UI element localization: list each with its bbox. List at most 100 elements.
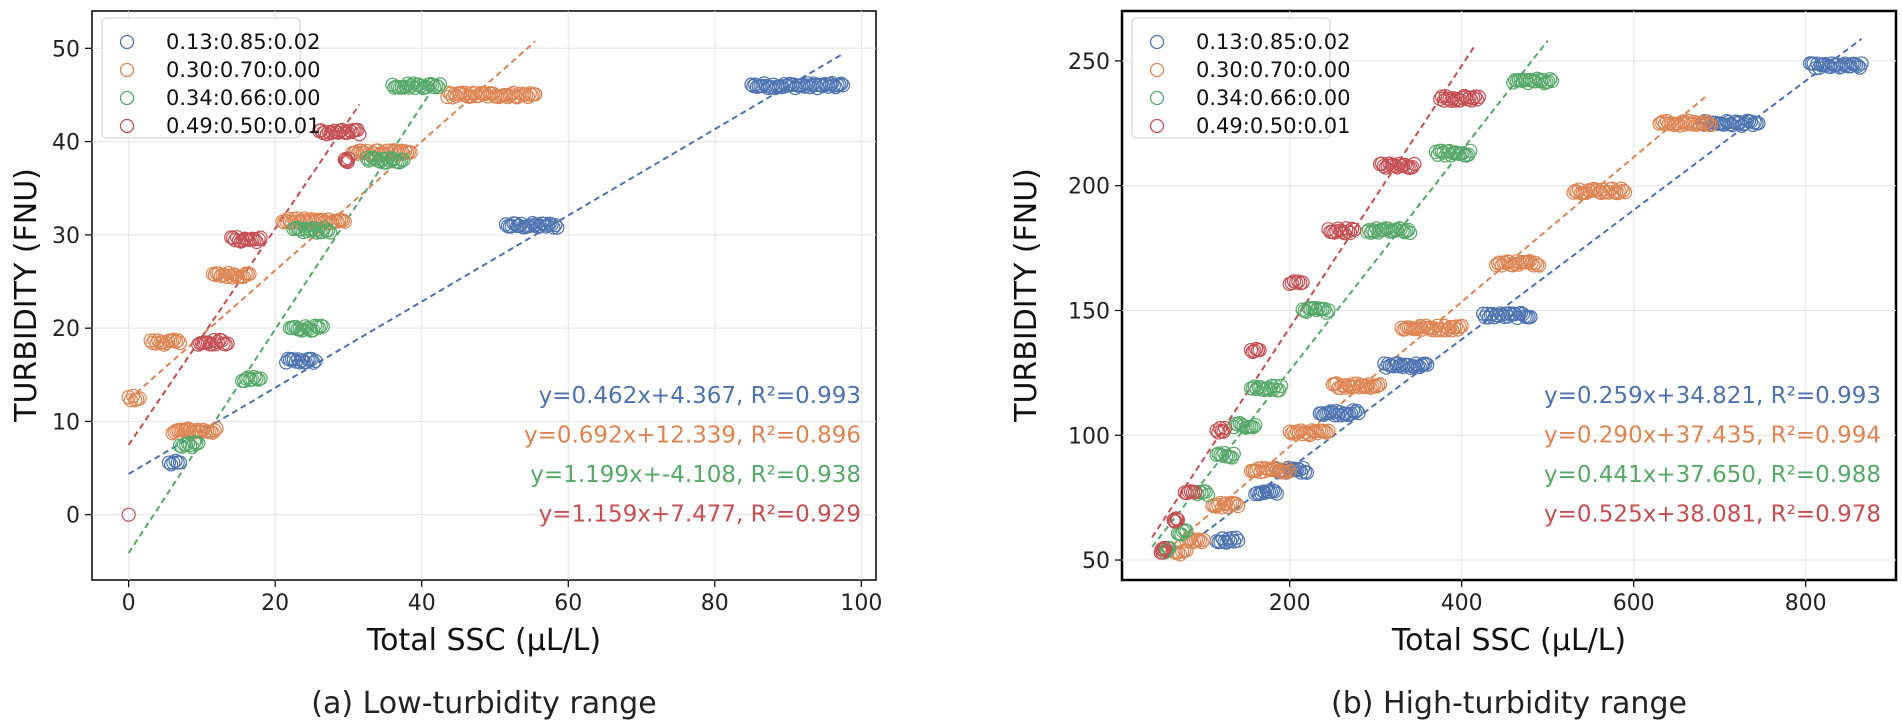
- panel-b-y-tick-label: 100: [1068, 424, 1110, 449]
- data-point: [1252, 487, 1267, 502]
- panel-a-x-tick-label: 40: [408, 591, 436, 616]
- data-point: [1463, 143, 1478, 158]
- data-point: [341, 151, 356, 166]
- panel-a-series-2-cluster-3: [165, 421, 224, 441]
- panel-b-series-3-cluster-4: [1209, 445, 1241, 465]
- data-point: [396, 80, 411, 95]
- data-point: [1248, 418, 1263, 433]
- data-point: [1367, 378, 1382, 393]
- panel-a-legend: [101, 17, 301, 139]
- data-point: [1468, 89, 1483, 104]
- data-point: [1850, 58, 1866, 73]
- panel-b-series-3-cluster-5: [1226, 416, 1263, 435]
- data-point: [205, 425, 220, 440]
- data-point: [1194, 535, 1209, 550]
- data-point: [1523, 309, 1538, 325]
- data-point: [1230, 533, 1246, 548]
- data-point: [344, 124, 359, 140]
- data-point: [1492, 255, 1507, 270]
- data-point: [172, 455, 188, 470]
- data-point: [1347, 222, 1362, 238]
- panel-b-legend-label-3: 0.34:0.66:0.00: [1196, 86, 1350, 110]
- data-point: [191, 436, 206, 451]
- data-point: [167, 424, 182, 440]
- data-point: [1321, 423, 1336, 438]
- data-point: [1282, 464, 1297, 479]
- data-point: [1335, 224, 1350, 240]
- panel-a-equation-2: y=0.692x+12.339, R²=0.896: [524, 423, 861, 449]
- panel-b-y-tick-label: 50: [1082, 549, 1110, 574]
- data-point: [1616, 183, 1631, 198]
- data-point: [1411, 320, 1426, 335]
- data-point: [1333, 380, 1348, 395]
- data-point: [1533, 74, 1549, 89]
- data-point: [1209, 499, 1224, 514]
- panel-b-series-1-cluster-1: [1209, 530, 1246, 550]
- data-point: [1170, 512, 1186, 528]
- data-point: [1301, 300, 1316, 316]
- data-point: [130, 392, 145, 407]
- data-point: [180, 436, 196, 451]
- data-point: [1450, 322, 1466, 337]
- data-point: [253, 371, 268, 386]
- data-point: [327, 123, 342, 138]
- data-point: [432, 77, 448, 92]
- data-point: [1365, 379, 1380, 394]
- data-point: [1700, 114, 1715, 129]
- data-point: [1229, 530, 1244, 545]
- data-point: [1269, 486, 1284, 501]
- data-point: [1190, 532, 1206, 547]
- panel-a-legend-marker-1: [119, 34, 135, 50]
- data-point: [1345, 221, 1360, 236]
- data-point: [550, 220, 565, 235]
- panel-b-caption: (b) High-turbidity range: [1331, 686, 1687, 721]
- data-point: [1307, 301, 1322, 316]
- data-point: [277, 215, 292, 230]
- panel-a-equation-3: y=1.199x+-4.108, R²=0.938: [530, 462, 861, 488]
- panel-b-legend-label-2: 0.30:0.70:0.00: [1196, 58, 1350, 82]
- data-point: [352, 127, 367, 142]
- data-point: [1528, 255, 1543, 270]
- data-point: [1209, 423, 1224, 438]
- data-point: [1372, 377, 1388, 392]
- panel-b-series-4-cluster-3: [1177, 484, 1203, 501]
- data-point: [1351, 406, 1366, 421]
- panel-b-fit-line-series-3: [1151, 39, 1549, 548]
- data-point: [431, 79, 446, 95]
- data-point: [253, 230, 268, 245]
- data-point: [321, 223, 336, 238]
- data-point: [1319, 425, 1334, 440]
- data-point: [1605, 181, 1620, 196]
- data-point: [1263, 484, 1279, 499]
- data-point: [1295, 275, 1310, 290]
- panel-a-x-tick-label: 60: [554, 591, 582, 616]
- panel-b-series-3-cluster-10: [1506, 71, 1560, 91]
- data-point: [339, 154, 354, 169]
- data-point: [161, 455, 177, 470]
- panel-b-series-3-cluster-9: [1428, 143, 1478, 163]
- panel-b-series-4-cluster-1: [1153, 540, 1173, 560]
- data-point: [1284, 275, 1299, 291]
- panel-a-series-4-cluster-1: [121, 507, 136, 522]
- data-point: [1734, 118, 1749, 133]
- data-point: [1439, 323, 1454, 338]
- panel-a-series-4-cluster-2: [191, 332, 235, 352]
- data-point: [1543, 72, 1558, 87]
- panel-b-legend-marker-4: [1149, 118, 1165, 134]
- panel-a-legend-label-4: 0.49:0.50:0.01: [166, 114, 320, 138]
- data-point: [1854, 56, 1869, 71]
- data-point: [251, 372, 266, 387]
- data-point: [321, 124, 336, 140]
- data-point: [1452, 319, 1467, 335]
- data-point: [1544, 73, 1560, 89]
- panel-b: 200 400 600 800 50 100 150 200 250 0.13:0.85:0.…: [1009, 9, 1898, 721]
- data-point: [249, 371, 264, 386]
- data-point: [1187, 485, 1203, 500]
- data-point: [1211, 497, 1226, 513]
- panel-a-series-3-cluster-1: [172, 435, 206, 455]
- data-point: [1256, 484, 1271, 499]
- data-point: [1464, 93, 1479, 108]
- panel-a-y-tick-label: 20: [52, 317, 80, 342]
- data-point: [1319, 305, 1334, 320]
- data-point: [242, 266, 257, 282]
